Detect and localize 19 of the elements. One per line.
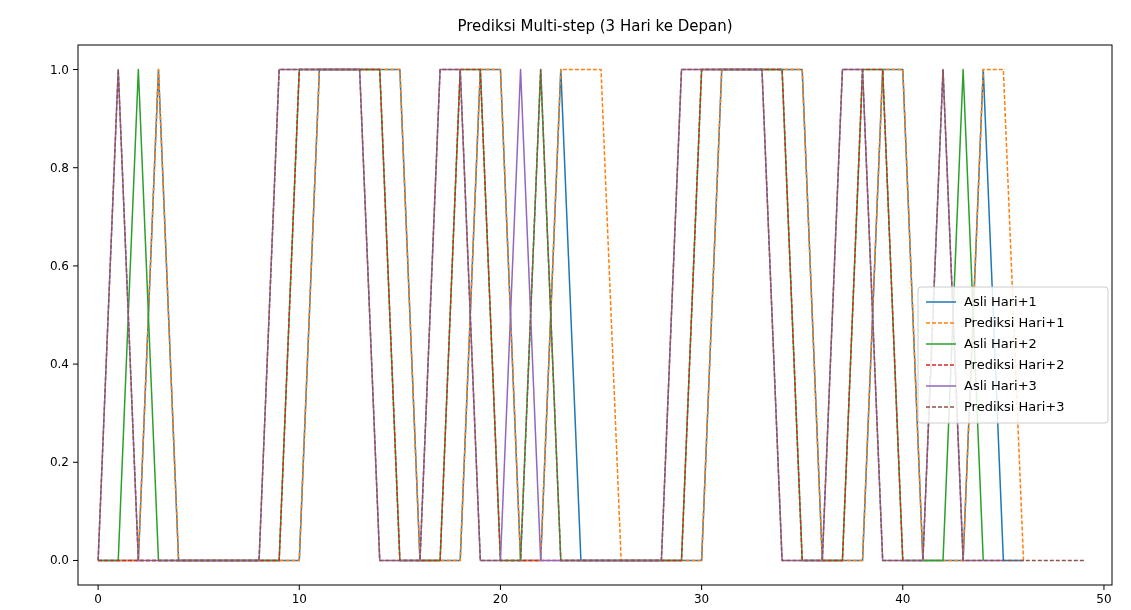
- x-tick-label: 30: [693, 592, 710, 606]
- legend-label: Prediksi Hari+2: [964, 357, 1065, 372]
- legend-label: Asli Hari+3: [964, 378, 1037, 393]
- x-tick-label: 50: [1096, 592, 1112, 606]
- x-tick-label: 40: [895, 592, 911, 606]
- legend-label: Prediksi Hari+1: [964, 315, 1065, 330]
- x-tick-label: 20: [492, 592, 509, 606]
- y-tick-label: 0.8: [49, 160, 69, 175]
- y-tick-label: 0.2: [49, 455, 69, 470]
- legend-label: Asli Hari+2: [964, 336, 1037, 351]
- y-tick-label: 0.6: [49, 258, 69, 273]
- y-tick-label: 0.4: [49, 357, 69, 372]
- x-tick-label: 0: [94, 592, 102, 606]
- legend-label: Asli Hari+1: [964, 294, 1037, 309]
- x-tick-label: 10: [291, 592, 307, 606]
- y-tick-label: 1.0: [49, 62, 69, 77]
- chart-title: Prediksi Multi-step (3 Hari ke Depan): [457, 17, 733, 35]
- y-tick-label: 0.0: [49, 553, 69, 568]
- legend-label: Prediksi Hari+3: [964, 399, 1065, 414]
